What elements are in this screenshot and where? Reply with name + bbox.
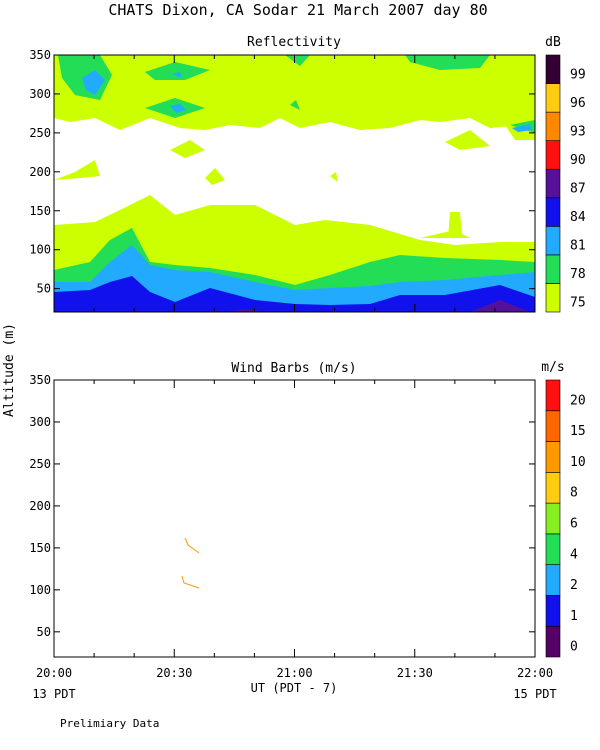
y-tick-label: 50 (37, 282, 51, 296)
colorbar-label: 8 (570, 486, 578, 501)
colorbar-label: 0 (570, 640, 578, 655)
x-tick-label: 21:30 (397, 666, 433, 680)
colorbar-label: 2 (570, 578, 578, 593)
wind-barbs (181, 537, 200, 589)
x-tick-label: 21:00 (276, 666, 312, 680)
contour-78-upper5 (405, 55, 490, 70)
colorbar-swatch (545, 254, 561, 284)
colorbar-swatch (545, 111, 561, 141)
colorbar-swatch (545, 197, 561, 227)
colorbar-label: 78 (570, 267, 586, 282)
y-tick-label: 100 (29, 243, 51, 257)
y-tick-label: 300 (29, 415, 51, 429)
colorbar-swatch (545, 564, 561, 596)
colorbar-swatch (545, 441, 561, 473)
colorbar-label: 93 (570, 124, 586, 139)
contour-81-upper1 (82, 70, 105, 95)
contour-75-patch2 (205, 168, 225, 185)
contour-75-patch6 (330, 172, 338, 182)
y-tick-label: 50 (37, 625, 51, 639)
colorbar-unit: m/s (541, 360, 564, 375)
x-axis: 20:00 20:30 21:00 21:30 22:00 (36, 666, 553, 680)
contour-81-upper4 (512, 124, 532, 132)
y-tick-label: 250 (29, 457, 51, 471)
contour-75-patch5 (448, 212, 462, 238)
wind-barb-150m (184, 537, 200, 554)
y-tick-label: 350 (29, 373, 51, 387)
y-tick-label: 350 (29, 48, 51, 62)
wind-barb-105m (181, 575, 200, 589)
contour-81-upper3 (172, 72, 182, 78)
y-tick-label: 150 (29, 204, 51, 218)
colorbar-swatch (545, 140, 561, 170)
colorbar-swatch (545, 168, 561, 199)
contour-75-patch3 (445, 130, 490, 150)
colorbar-swatch (545, 502, 561, 535)
y-tick-label: 300 (29, 87, 51, 101)
colorbar-label: 90 (570, 153, 586, 168)
x-tick-label: 20:30 (156, 666, 192, 680)
colorbar-swatch (545, 595, 561, 627)
colorbar-label: 96 (570, 96, 586, 111)
y-tick-label: 100 (29, 583, 51, 597)
y-tick-label: 200 (29, 499, 51, 513)
footnote: Prelimiary Data (60, 717, 159, 730)
colorbar-label: 20 (570, 393, 586, 408)
contour-75-patch1 (170, 140, 205, 158)
contour-87-patch2 (470, 300, 530, 312)
y-tick-label: 200 (29, 165, 51, 179)
colorbar-label: 99 (570, 67, 586, 82)
wind-barbs-title: Wind Barbs (m/s) (231, 361, 356, 376)
colorbar-label: 1 (570, 609, 578, 624)
colorbar-label: 75 (570, 296, 586, 311)
contour-81-upper2 (170, 104, 186, 113)
contour-84-low (54, 276, 535, 312)
x-left-note: 13 PDT (32, 687, 75, 701)
colorbar-swatch (545, 533, 561, 565)
colorbar-label: 87 (570, 182, 586, 197)
x-right-note: 15 PDT (513, 687, 556, 701)
x-tick-label: 22:00 (517, 666, 553, 680)
contour-75-strand1 (54, 160, 100, 180)
colorbars: 75 78 81 84 87 90 93 96 99 dB 0 1 2 4 6 8 10 15 20 m/s (541, 35, 586, 658)
contour-87-patch1 (225, 309, 265, 312)
colorbar-label: 84 (570, 210, 586, 225)
colorbar-label: 10 (570, 455, 586, 470)
colorbar-swatch (545, 54, 561, 84)
y-tick-label: 150 (29, 541, 51, 555)
y-axis-label: Altitude (m) (2, 323, 17, 417)
axes: 50 100 150 200 250 300 350 50 100 150 200 250 300 350 (29, 48, 536, 658)
x-axis-label: UT (PDT - 7) (251, 681, 338, 695)
colorbar-swatch (545, 410, 561, 442)
colorbar-swatch (545, 83, 561, 113)
colorbar-label: 81 (570, 239, 586, 254)
contour-78-dot (290, 100, 300, 110)
contour-78-upper2 (145, 62, 210, 80)
contour-78-upper4 (285, 55, 310, 66)
colorbar-swatch (545, 283, 561, 313)
x-tick-label: 20:00 (36, 666, 72, 680)
reflectivity-title: Reflectivity (247, 35, 341, 50)
colorbar-swatch (545, 625, 561, 658)
colorbar-swatch (545, 379, 561, 412)
figure-title: CHATS Dixon, CA Sodar 21 March 2007 day … (108, 1, 487, 19)
y-tick-label: 250 (29, 126, 51, 140)
colorbar-label: 4 (570, 547, 578, 562)
colorbar-label: 6 (570, 517, 578, 532)
colorbar-swatch (545, 472, 561, 504)
colorbar-unit: dB (545, 35, 561, 50)
reflectivity-contours (54, 55, 535, 312)
colorbar-label: 15 (570, 424, 586, 439)
colorbar-swatch (545, 226, 561, 256)
